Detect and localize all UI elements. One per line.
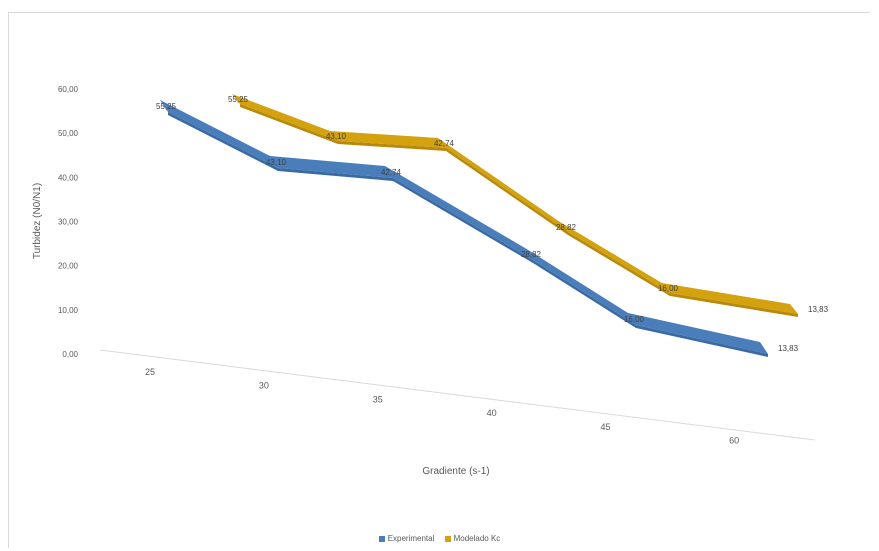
data-label: 43,10 bbox=[326, 132, 347, 141]
legend-item-modelado-kc: Modelado Kc bbox=[444, 534, 501, 543]
y-tick-labels: 0,00 10,00 20,00 30,00 40,00 50,00 60,00 bbox=[58, 85, 79, 359]
legend-label-modelado-kc: Modelado Kc bbox=[453, 534, 501, 543]
data-label: 28,82 bbox=[521, 250, 542, 259]
legend-swatch-experimental bbox=[378, 535, 385, 542]
x-tick-label: 30 bbox=[259, 381, 269, 391]
y-tick-label: 20,00 bbox=[58, 262, 79, 271]
data-label: 55,25 bbox=[228, 95, 249, 104]
series-ribbon-edge bbox=[168, 111, 768, 358]
data-label: 43,10 bbox=[266, 158, 287, 167]
data-label: 13,83 bbox=[808, 305, 829, 314]
data-label: 13,83 bbox=[778, 344, 799, 353]
y-tick-label: 30,00 bbox=[58, 218, 79, 227]
legend: Experimental Modelado Kc bbox=[0, 534, 879, 544]
y-axis-title: Turbidez (N0/N1) bbox=[32, 183, 43, 259]
axes bbox=[99, 349, 816, 441]
data-label: 28,82 bbox=[556, 223, 577, 232]
data-label: 16,00 bbox=[658, 284, 679, 293]
legend-swatch-modelado-kc bbox=[444, 535, 451, 542]
series-ribbon-edge bbox=[240, 103, 798, 318]
series-group bbox=[160, 93, 798, 358]
legend-item-experimental: Experimental bbox=[378, 534, 435, 543]
x-tick-label: 25 bbox=[145, 367, 155, 377]
x-axis-line bbox=[99, 349, 816, 441]
y-tick-label: 10,00 bbox=[58, 306, 79, 315]
legend-label-experimental: Experimental bbox=[387, 534, 435, 543]
x-tick-label: 45 bbox=[600, 422, 610, 432]
data-label: 42,74 bbox=[381, 168, 402, 177]
series-ribbon-experimental bbox=[160, 99, 768, 355]
x-tick-label: 35 bbox=[373, 394, 383, 404]
y-tick-label: 40,00 bbox=[58, 173, 79, 182]
data-label: 16,00 bbox=[624, 315, 645, 324]
y-tick-label: 0,00 bbox=[62, 350, 78, 359]
x-tick-label: 60 bbox=[729, 436, 739, 446]
series-ribbon-modelado-kc bbox=[232, 93, 798, 315]
x-tick-label: 40 bbox=[487, 408, 497, 418]
data-label: 55,25 bbox=[156, 102, 177, 111]
data-label: 42,74 bbox=[434, 139, 455, 148]
chart-frame bbox=[8, 12, 870, 548]
x-tick-labels: 25 30 35 40 45 60 bbox=[145, 367, 739, 446]
y-tick-label: 60,00 bbox=[58, 85, 79, 94]
data-labels: 55,25 43,10 42,74 28,82 16,00 13,83 55,25 43,10… bbox=[156, 95, 829, 353]
x-axis-title: Gradiente (s-1) bbox=[422, 466, 489, 477]
y-tick-label: 50,00 bbox=[58, 129, 79, 138]
